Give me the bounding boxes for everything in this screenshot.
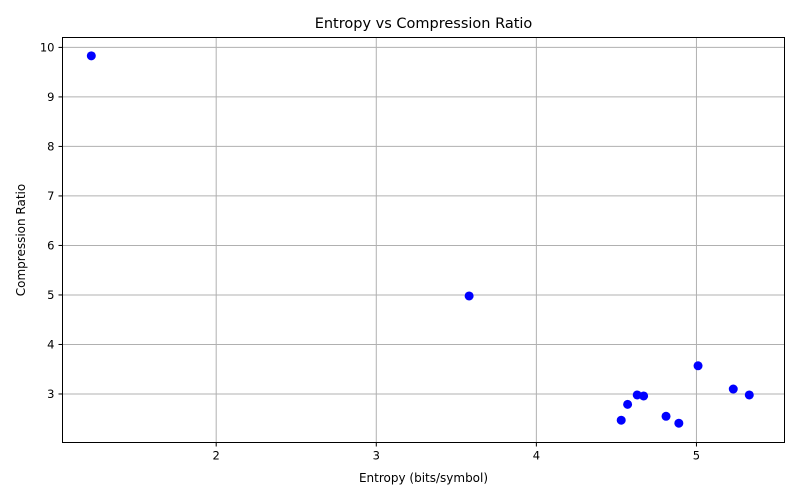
y-tick-label: 3	[47, 387, 54, 401]
x-tick-label: 5	[693, 449, 700, 463]
y-tick-label: 7	[47, 189, 54, 203]
data-point	[661, 411, 671, 421]
y-tick-label: 9	[47, 90, 54, 104]
y-tick-label: 6	[47, 238, 54, 252]
data-point	[639, 391, 649, 401]
y-tick-label: 10	[40, 40, 55, 54]
chart-title: Entropy vs Compression Ratio	[315, 16, 533, 32]
y-axis-label: Compression Ratio	[14, 184, 28, 297]
data-point	[616, 415, 626, 425]
x-axis-label: Entropy (bits/symbol)	[359, 471, 488, 485]
y-tick-label: 5	[47, 288, 54, 302]
data-point	[464, 291, 474, 301]
data-point	[623, 399, 633, 409]
plot-frame	[62, 37, 785, 443]
y-tick-label: 4	[47, 337, 54, 351]
data-point	[744, 390, 754, 400]
x-tick-label: 2	[213, 449, 220, 463]
x-tick-label: 4	[533, 449, 540, 463]
data-points	[86, 51, 754, 428]
data-point	[693, 361, 703, 371]
data-point	[86, 51, 96, 61]
x-axis-ticks: 2 3 4 5	[213, 442, 700, 463]
data-point	[728, 384, 738, 394]
y-tick-label: 8	[47, 139, 54, 153]
y-axis-ticks: 3 4 5 6 7 8 9 10	[40, 40, 63, 401]
data-point	[674, 418, 684, 428]
x-tick-label: 3	[373, 449, 380, 463]
grid	[62, 37, 785, 443]
